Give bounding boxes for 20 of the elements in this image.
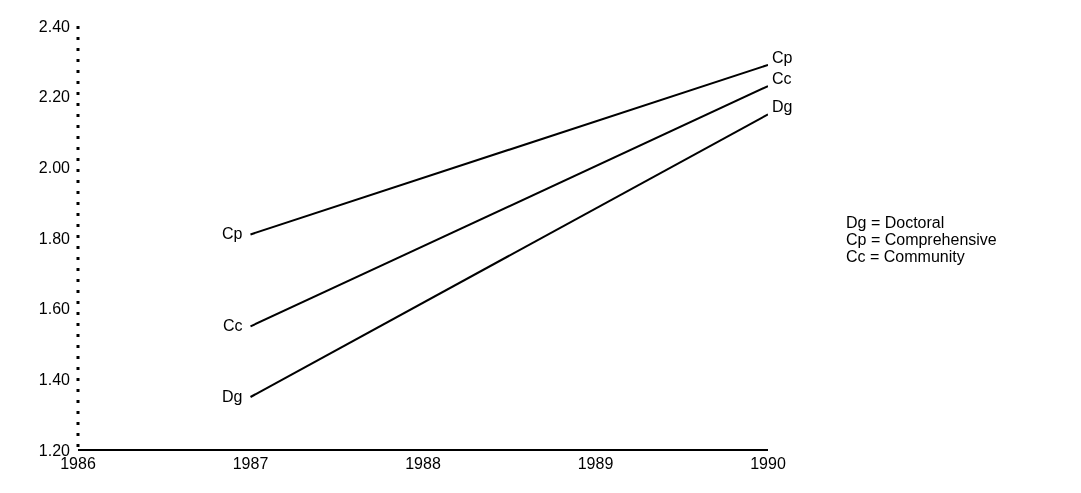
- y-tick-label: 2.20: [38, 88, 71, 106]
- series-label: Cc: [772, 70, 792, 88]
- y-tick-label: 1.40: [38, 371, 71, 389]
- x-tick-label: 1987: [232, 455, 269, 473]
- text: Cp: [222, 225, 243, 243]
- text: Dg: [222, 388, 243, 405]
- series-label: Cp: [772, 48, 793, 66]
- x-tick-label: 1986: [60, 455, 96, 473]
- x-tick-label: 1990: [750, 455, 786, 473]
- y-tick-label: 2.00: [38, 159, 71, 177]
- text: Cp = Comprehensive: [846, 231, 997, 248]
- text: Cc: [222, 317, 243, 335]
- y-tick-label: 2.40: [38, 17, 71, 35]
- text: Cc = Community: [846, 248, 966, 265]
- text: Dg = Doctoral: [846, 214, 946, 231]
- y-tick-label: 1.60: [38, 300, 71, 318]
- x-tick-label: 1989: [577, 455, 614, 473]
- y-tick-label: 1.80: [38, 229, 71, 247]
- x-tick-label: 1988: [405, 455, 441, 473]
- series-label: Dg: [772, 98, 793, 116]
